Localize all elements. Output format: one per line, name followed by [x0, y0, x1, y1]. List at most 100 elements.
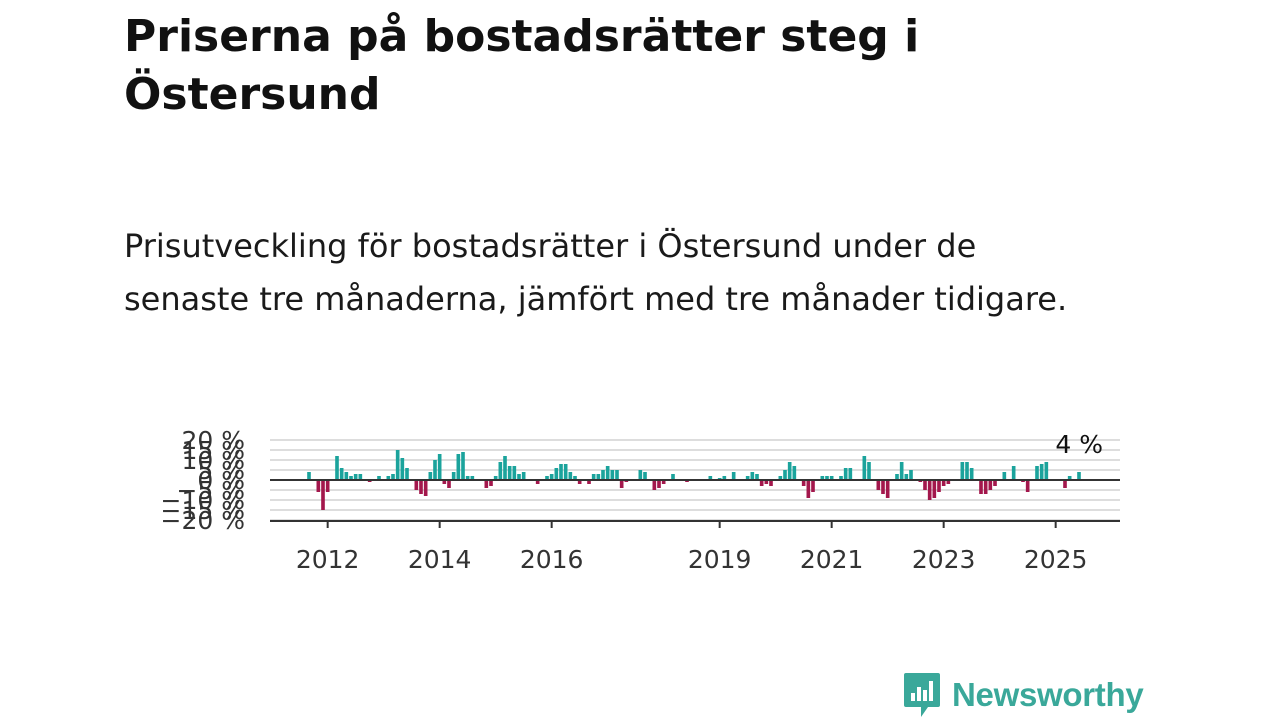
chart-title: Priserna på bostadsrätter steg i Östersu…: [124, 11, 920, 120]
bar: [909, 470, 913, 480]
y-tick-label: 20 %: [181, 426, 245, 455]
bar: [307, 472, 311, 480]
bar: [904, 474, 909, 480]
bar: [960, 462, 965, 480]
bar: [969, 468, 974, 480]
bar: [615, 470, 619, 480]
bar: [461, 452, 465, 480]
axis-labels: 20 %15 %10 %5 %0 %−5 %−10 %−15 %−20 % 201…: [161, 426, 1103, 574]
bar: [941, 480, 946, 486]
bar: [801, 480, 806, 486]
bar: [549, 474, 554, 480]
bar: [783, 470, 787, 480]
bar: [344, 472, 349, 480]
bar: [722, 476, 727, 480]
y-tick-label: −20 %: [161, 506, 245, 535]
bar: [927, 480, 932, 500]
bar: [1077, 472, 1081, 480]
bar: [1067, 476, 1072, 480]
bar: [979, 480, 983, 494]
bar: [358, 474, 363, 480]
bar-chart: 20 %15 %10 %5 %0 %−5 %−10 %−15 %−20 % 201…: [161, 426, 1120, 574]
bar: [862, 456, 867, 480]
x-tick-label: 2019: [688, 545, 752, 574]
bar: [843, 468, 848, 480]
bar: [451, 472, 456, 480]
bar: [353, 474, 358, 480]
bar: [829, 476, 834, 480]
bar: [591, 474, 596, 480]
bar: [573, 476, 577, 480]
bar: [671, 474, 675, 480]
bar: [316, 480, 321, 492]
bar: [946, 480, 951, 484]
bar: [755, 474, 759, 480]
bar: [428, 472, 433, 480]
bar: [535, 480, 540, 484]
bar: [405, 468, 409, 480]
bar: [965, 462, 969, 480]
last-value-label: 4 %: [1055, 430, 1103, 459]
bar: [423, 480, 428, 496]
bar: [932, 480, 937, 498]
y-tick-label: −5 %: [176, 476, 245, 505]
bar: [923, 480, 927, 490]
y-tick-label: 0 %: [197, 466, 245, 495]
bar: [503, 456, 507, 480]
bar: [657, 480, 661, 488]
bar: [433, 460, 437, 480]
x-tick-label: 2023: [912, 545, 976, 574]
bar: [419, 480, 423, 494]
bar: [661, 480, 666, 484]
grid-lines: [270, 439, 1120, 521]
bar: [517, 474, 521, 480]
bar: [456, 454, 461, 480]
bar: [568, 472, 573, 480]
bar: [610, 470, 615, 480]
bar: [937, 480, 941, 492]
bar: [554, 468, 559, 480]
bar: [708, 476, 713, 480]
bar: [899, 462, 904, 480]
bar: [820, 476, 825, 480]
newsworthy-logo-text: Newsworthy: [952, 676, 1144, 713]
bar: [545, 476, 549, 480]
bar: [839, 476, 843, 480]
x-tick-label: 2025: [1024, 545, 1088, 574]
bar: [881, 480, 885, 494]
bar: [521, 472, 526, 480]
bar: [792, 466, 797, 480]
bar: [988, 480, 993, 490]
bar: [559, 464, 563, 480]
bar: [652, 480, 657, 490]
bar: [321, 480, 325, 510]
bar: [750, 472, 755, 480]
bar: [484, 480, 489, 488]
bar: [470, 476, 475, 480]
bar: [442, 480, 447, 484]
y-tick-label: 5 %: [197, 456, 245, 485]
bar: [377, 476, 381, 480]
bar: [993, 480, 997, 486]
bar: [759, 480, 764, 486]
bar: [1063, 480, 1067, 488]
bar: [983, 480, 988, 494]
axes: [270, 479, 1120, 528]
bar: [643, 472, 647, 480]
chart-subtitle: Prisutveckling för bostadsrätter i Öster…: [124, 227, 1068, 318]
bar: [414, 480, 419, 490]
bar: [769, 480, 773, 486]
bar: [391, 474, 395, 480]
bar: [638, 470, 643, 480]
bar: [587, 480, 591, 484]
bar: [1035, 466, 1039, 480]
bar: [325, 480, 330, 492]
bar: [493, 476, 498, 480]
x-tick-label: 2016: [520, 545, 584, 574]
bar: [811, 480, 815, 492]
bar: [465, 476, 470, 480]
bar: [848, 468, 853, 480]
bar: [400, 458, 405, 480]
bar: [619, 480, 624, 488]
bar: [437, 454, 442, 480]
